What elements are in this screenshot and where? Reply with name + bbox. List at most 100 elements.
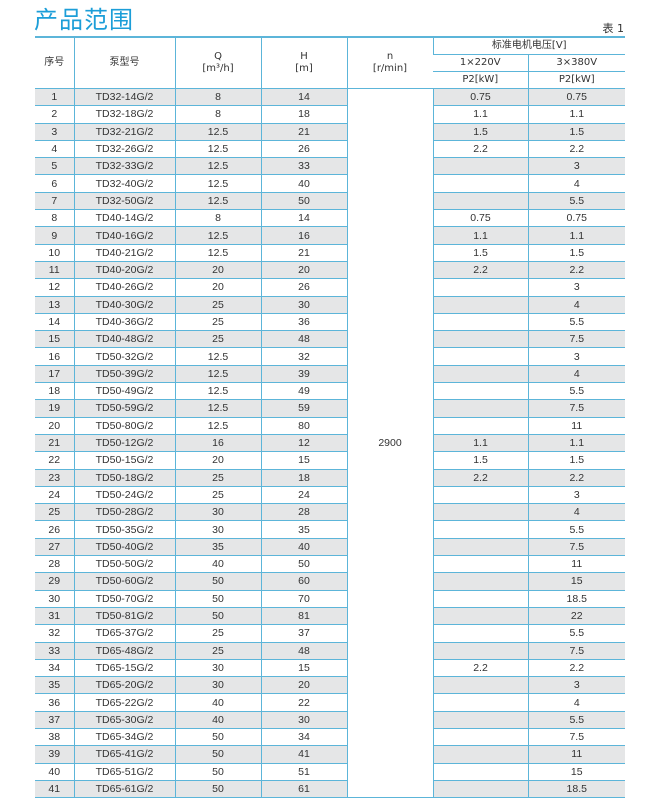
cell-q: 12.5 <box>174 399 261 418</box>
table-row: 20 TD50-80G/2 12.5 80 11 <box>35 417 625 435</box>
cell-q: 25 <box>174 296 261 314</box>
header-h-label: H <box>300 51 308 62</box>
cell-q: 12.5 <box>174 157 261 176</box>
header-v1: 1×220V <box>433 54 528 72</box>
cell-q: 30 <box>174 659 261 678</box>
table-body: 1 TD32-14G/2 8 14 2900 0.75 0.75 2 TD32-18G/2 8 18… <box>35 88 625 799</box>
cell-p2-220: 0.75 <box>432 209 528 228</box>
cell-p2-220: 2.2 <box>432 261 528 280</box>
cell-model: TD32-26G/2 <box>73 140 175 159</box>
cell-h: 33 <box>260 157 347 176</box>
cell-p2-380: 15 <box>527 763 625 781</box>
page-title: 产品范围 <box>34 6 134 34</box>
cell-p2-380: 5.5 <box>527 382 625 401</box>
cell-model: TD65-20G/2 <box>73 676 175 695</box>
cell-p2-380: 1.5 <box>527 123 625 141</box>
cell-no: 21 <box>35 434 74 453</box>
header-q-unit: [m³/h] <box>202 63 234 74</box>
cell-no: 6 <box>35 174 74 193</box>
cell-q: 35 <box>174 538 261 557</box>
cell-no: 5 <box>35 157 74 176</box>
cell-no: 3 <box>35 123 74 141</box>
cell-p2-220 <box>432 572 528 591</box>
product-range-table: 序号 泵型号 Q [m³/h] H [m] n [r/min] 标准电机电压[V] 1… <box>35 36 625 799</box>
table-row: 10 TD40-21G/2 12.5 21 1.5 1.5 <box>35 244 625 262</box>
table-row: 28 TD50-50G/2 40 50 11 <box>35 555 625 574</box>
cell-q: 50 <box>174 607 261 626</box>
cell-q: 50 <box>174 745 261 764</box>
cell-p2-380: 2.2 <box>527 140 625 159</box>
cell-q: 12.5 <box>174 192 261 211</box>
cell-q: 25 <box>174 642 261 660</box>
cell-h: 20 <box>260 676 347 695</box>
cell-model: TD50-39G/2 <box>73 365 175 384</box>
cell-h: 18 <box>260 105 347 124</box>
cell-h: 61 <box>260 780 347 799</box>
cell-p2-380: 2.2 <box>527 659 625 678</box>
cell-model: TD65-37G/2 <box>73 624 175 643</box>
cell-model: TD32-33G/2 <box>73 157 175 176</box>
table-row: 6 TD32-40G/2 12.5 40 4 <box>35 174 625 193</box>
cell-model: TD50-50G/2 <box>73 555 175 574</box>
table-row: 16 TD50-32G/2 12.5 32 3 <box>35 347 625 366</box>
cell-h: 39 <box>260 365 347 384</box>
header-model: 泵型号 <box>73 36 175 89</box>
cell-no: 8 <box>35 209 74 228</box>
table-row: 8 TD40-14G/2 8 14 0.75 0.75 <box>35 209 625 228</box>
cell-q: 8 <box>174 105 261 124</box>
cell-model: TD50-59G/2 <box>73 399 175 418</box>
cell-p2-380: 1.1 <box>527 434 625 453</box>
table-row: 13 TD40-30G/2 25 30 4 <box>35 296 625 314</box>
cell-model: TD65-22G/2 <box>73 693 175 712</box>
cell-q: 30 <box>174 520 261 539</box>
cell-p2-220 <box>432 486 528 505</box>
cell-no: 12 <box>35 278 74 297</box>
cell-p2-220: 0.75 <box>432 88 528 107</box>
cell-p2-220: 1.5 <box>432 451 528 470</box>
cell-no: 25 <box>35 503 74 522</box>
cell-model: TD32-21G/2 <box>73 123 175 141</box>
table-row: 32 TD65-37G/2 25 37 5.5 <box>35 624 625 643</box>
table-row: 25 TD50-28G/2 30 28 4 <box>35 503 625 522</box>
cell-p2-380: 5.5 <box>527 192 625 211</box>
cell-p2-380: 7.5 <box>527 399 625 418</box>
cell-p2-380: 11 <box>527 745 625 764</box>
cell-no: 11 <box>35 261 74 280</box>
cell-p2-380: 0.75 <box>527 209 625 228</box>
cell-model: TD50-32G/2 <box>73 347 175 366</box>
table-row: 26 TD50-35G/2 30 35 5.5 <box>35 520 625 539</box>
table-row: 31 TD50-81G/2 50 81 22 <box>35 607 625 626</box>
cell-p2-220: 1.5 <box>432 244 528 262</box>
cell-p2-220 <box>432 192 528 211</box>
table-row: 11 TD40-20G/2 20 20 2.2 2.2 <box>35 261 625 280</box>
cell-p2-220 <box>432 745 528 764</box>
header-p1: P2[kW] <box>433 71 528 89</box>
cell-h: 18 <box>260 469 347 487</box>
cell-q: 20 <box>174 451 261 470</box>
cell-model: TD32-14G/2 <box>73 88 175 107</box>
cell-p2-380: 11 <box>527 555 625 574</box>
cell-no: 17 <box>35 365 74 384</box>
cell-p2-220 <box>432 347 528 366</box>
header-q: Q [m³/h] <box>174 36 261 89</box>
cell-no: 41 <box>35 780 74 799</box>
cell-p2-220 <box>432 607 528 626</box>
cell-h: 30 <box>260 711 347 729</box>
table-row: 4 TD32-26G/2 12.5 26 2.2 2.2 <box>35 140 625 159</box>
cell-q: 8 <box>174 88 261 107</box>
cell-p2-220 <box>432 365 528 384</box>
cell-no: 18 <box>35 382 74 401</box>
cell-model: TD65-15G/2 <box>73 659 175 678</box>
cell-model: TD50-81G/2 <box>73 607 175 626</box>
cell-model: TD40-30G/2 <box>73 296 175 314</box>
cell-q: 12.5 <box>174 123 261 141</box>
cell-h: 37 <box>260 624 347 643</box>
cell-model: TD65-51G/2 <box>73 763 175 781</box>
table-row: 33 TD65-48G/2 25 48 7.5 <box>35 642 625 660</box>
cell-p2-220 <box>432 693 528 712</box>
cell-no: 16 <box>35 347 74 366</box>
cell-p2-380: 1.1 <box>527 105 625 124</box>
cell-no: 14 <box>35 313 74 332</box>
header-v3: 3×380V <box>527 54 625 72</box>
cell-q: 16 <box>174 434 261 453</box>
